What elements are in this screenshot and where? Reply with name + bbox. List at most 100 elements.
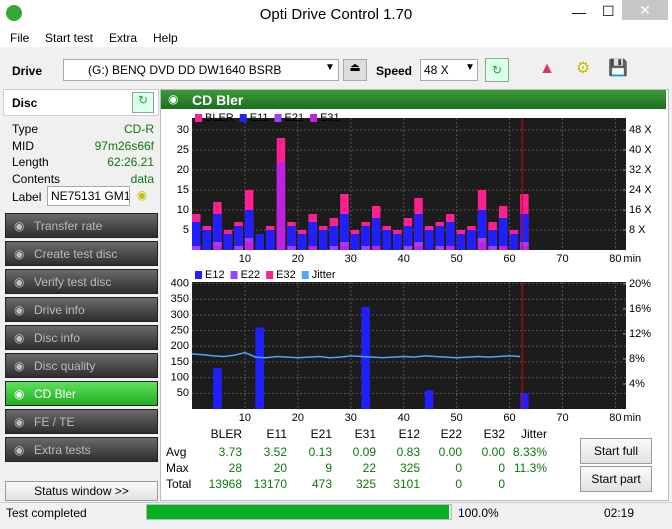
bar [488, 230, 497, 250]
nav-button[interactable]: Disc quality ◉ [5, 353, 158, 378]
stats-header: E12 [398, 427, 420, 441]
field-value: data [130, 171, 154, 186]
stats-header: BLER [210, 427, 242, 441]
x-tick-label: 80 [609, 253, 621, 265]
bar [255, 234, 264, 250]
save-button[interactable]: 💾 [608, 60, 628, 77]
bar [435, 246, 444, 250]
speed-select[interactable] [420, 59, 478, 81]
refresh-button[interactable]: ↻ [485, 58, 509, 82]
minimize[interactable]: — [572, 4, 586, 20]
nav-icon: ◉ [14, 247, 25, 261]
stats-header: E31 [354, 427, 376, 441]
menu-item[interactable]: Extra [109, 31, 138, 45]
bar [192, 246, 201, 250]
nav-button[interactable]: Drive info ◉ [5, 297, 158, 322]
bar [276, 162, 286, 250]
nav-button[interactable]: Extra tests ◉ [5, 437, 158, 462]
status-window-button[interactable]: Status window >> [5, 481, 158, 501]
stats-cell: 0 [498, 477, 505, 491]
menu-item[interactable]: Help [153, 31, 178, 45]
progress-fill [147, 505, 449, 519]
bar [340, 246, 349, 250]
nav-button[interactable]: Create test disc ◉ [5, 241, 158, 266]
y-tick-label: 150 [171, 356, 189, 368]
label-button[interactable]: ◉ [136, 188, 148, 202]
menu-item[interactable]: Start test [45, 31, 94, 45]
y-tick-label: 10 [177, 204, 189, 216]
bar [446, 222, 455, 250]
stats-header: E11 [266, 427, 287, 441]
stats-cell: 0 [498, 461, 505, 475]
field-name: Contents [12, 171, 61, 186]
nav-icon: ◉ [14, 387, 25, 401]
y-tick-label: 30 [177, 124, 189, 136]
bar [244, 242, 254, 250]
erase-button[interactable]: ▲ [539, 60, 555, 77]
bar [287, 226, 296, 250]
x-tick-label: 30 [345, 253, 357, 265]
y-tick-label: 100 [171, 372, 189, 384]
menu-item[interactable]: File [10, 31, 30, 45]
field-value: 97m26s66f [94, 138, 154, 153]
speed-label: Speed [376, 64, 413, 78]
stats-cell: 473 [311, 477, 332, 491]
y2-tick-label: 4% [629, 378, 645, 390]
bar [435, 226, 444, 250]
maximize[interactable]: ☐ [602, 3, 615, 19]
bar [308, 246, 317, 250]
panel-title: CD Bler [192, 92, 244, 108]
bar [350, 234, 360, 250]
disc-refresh[interactable]: ↻ [132, 92, 154, 113]
stats-cell: 13968 [208, 477, 242, 491]
bar [319, 230, 328, 250]
label-value[interactable]: NE75131 GM1 [47, 186, 130, 206]
nav-button[interactable]: Disc info ◉ [5, 325, 158, 350]
bar [244, 210, 254, 250]
legend-label: BLER [205, 112, 234, 124]
bar [266, 230, 275, 250]
nav-button[interactable]: Verify test disc ◉ [5, 269, 158, 294]
drive-label: Drive [12, 64, 43, 78]
drive-select[interactable] [63, 59, 339, 81]
menu-bar: File Start test Extra Help [0, 30, 672, 47]
bar [213, 246, 222, 250]
settings-button[interactable]: ⚙ [575, 60, 591, 77]
legend-label: Jitter [312, 269, 336, 281]
field-value: 62:26.21 [107, 155, 154, 169]
bar [340, 214, 349, 250]
y-tick-label: 25 [177, 144, 189, 156]
nav-button[interactable]: CD Bler ◉ [5, 381, 158, 406]
bar [520, 246, 529, 250]
x-tick-label: 40 [398, 253, 410, 265]
y2-tick-label: 12% [629, 328, 651, 340]
nav-button[interactable]: Transfer rate ◉ [5, 213, 158, 238]
y-tick-label: 20 [177, 164, 189, 176]
bar [361, 226, 370, 250]
y2-tick-label: 40 X [629, 144, 652, 156]
bar [498, 246, 508, 250]
legend-swatch [301, 271, 309, 279]
y-tick-label: 50 [177, 387, 189, 399]
legend-swatch [195, 114, 202, 122]
app-icon [6, 5, 22, 21]
bar [403, 226, 413, 250]
action-button[interactable]: Start part [580, 466, 652, 492]
bar [234, 246, 243, 250]
bar [520, 214, 529, 250]
x-tick-label: 30 [345, 412, 357, 424]
action-button[interactable]: Start full [580, 438, 652, 464]
eject-button[interactable]: ⏏ [343, 59, 367, 81]
status-time: 02:19 [604, 506, 635, 520]
stats-cell: 0 [455, 461, 462, 475]
nav-icon: ◉ [14, 443, 25, 457]
stats-header: E22 [440, 427, 462, 441]
y2-tick-label: 8% [629, 353, 645, 365]
bar [488, 246, 497, 250]
close[interactable]: ✕ [622, 0, 668, 20]
nav-button[interactable]: FE / TE ◉ [5, 409, 158, 434]
legend-swatch [239, 114, 247, 122]
bar [371, 246, 381, 250]
nav-icon: ◉ [14, 415, 25, 429]
drive-value: (G:) BENQ DVD DD DW1640 BSRB [88, 63, 282, 77]
